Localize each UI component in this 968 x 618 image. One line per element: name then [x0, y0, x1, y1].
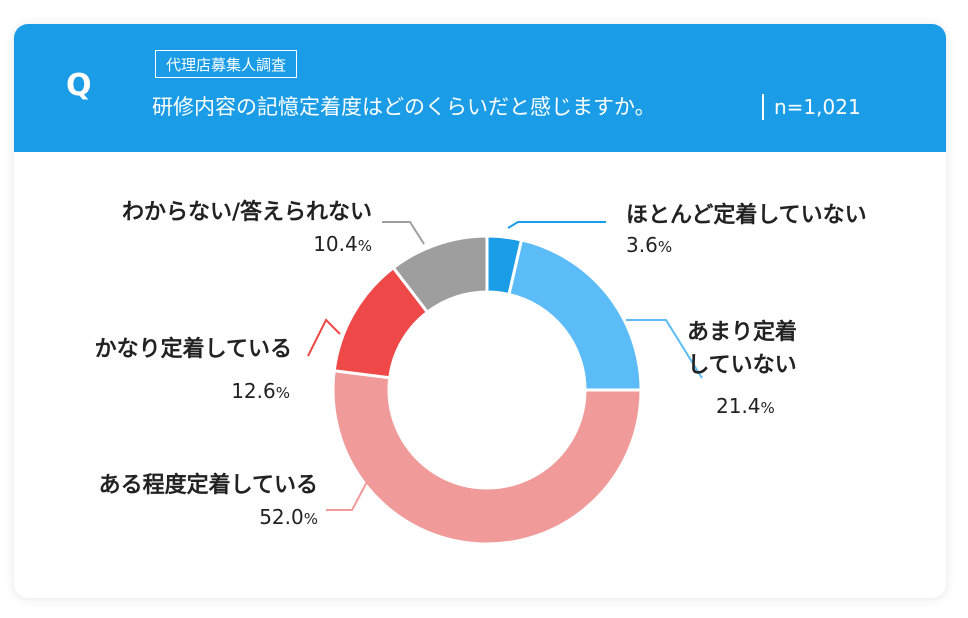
leader-line-1: [626, 319, 703, 379]
survey-tag: 代理店募集人調査: [155, 50, 298, 78]
leader-line-4: [382, 221, 425, 245]
slice-label-1-1: していない: [687, 353, 796, 378]
slice-label-0: ほとんど定着していない: [626, 202, 867, 228]
slice-pct-4: 10.4%: [313, 232, 372, 256]
slice-pct-3: 12.6%: [231, 379, 290, 403]
slice-4: [391, 234, 489, 315]
question-text: 研修内容の記憶定着度はどのくらいだと感じますか。: [152, 95, 656, 119]
slice-pct-1: 21.4%: [716, 394, 775, 418]
slice-2: [331, 369, 643, 546]
slice-1: [507, 238, 643, 392]
slice-pct-0: 3.6%: [626, 233, 672, 257]
header-separator: [762, 94, 764, 120]
leader-line-0: [507, 221, 606, 229]
slice-label-3: かなり定着している: [95, 336, 292, 362]
slice-label-4: わからない/答えられない: [122, 199, 372, 225]
slice-pct-2: 52.0%: [259, 505, 318, 529]
leader-line-3: [307, 318, 341, 357]
leader-line-2: [326, 464, 377, 511]
slice-label-1-0: あまり定着: [687, 319, 797, 345]
q-mark: Q: [66, 68, 92, 103]
sample-size: n=1,021: [774, 95, 861, 119]
question-header: Q 代理店募集人調査 研修内容の記憶定着度はどのくらいだと感じますか。 n=1,…: [14, 24, 946, 152]
slice-label-2: ある程度定着している: [99, 472, 318, 498]
